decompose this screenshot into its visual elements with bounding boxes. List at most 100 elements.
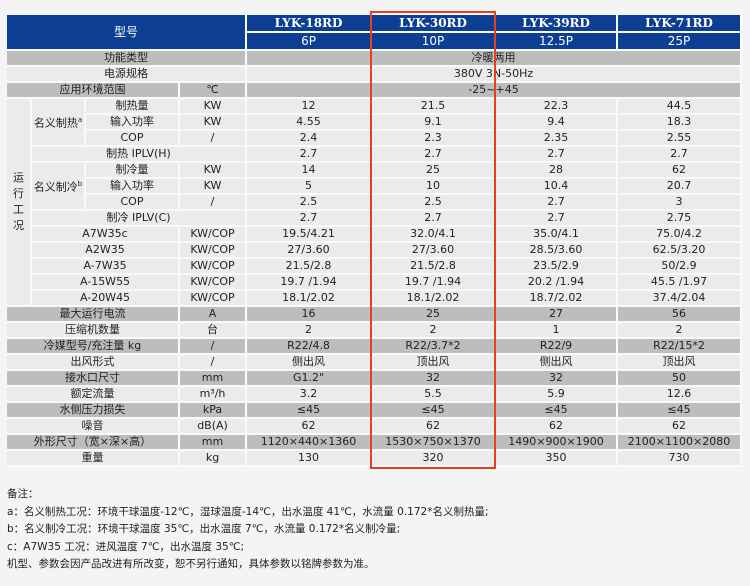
row-unit: KW [180, 99, 248, 115]
row-value: R22/15*2 [618, 339, 743, 355]
row-value: 9.1 [372, 115, 497, 131]
row-value: 22.3 [496, 99, 619, 115]
row-value: 62 [247, 419, 373, 435]
row-value: 2.7 [496, 147, 619, 163]
row-value: 50/2.9 [618, 259, 743, 275]
row-value: 2.4 [247, 131, 373, 147]
table-row: A7W35c KW/COP 19.5/4.21 32.0/4.1 35.0/4.1 75.… [7, 227, 743, 243]
row-unit: KW/COP [180, 227, 248, 243]
row-value: 18.1/2.02 [247, 291, 373, 307]
row-unit: kPa [180, 403, 248, 419]
row-value: 730 [618, 451, 743, 467]
row-unit: / [180, 355, 248, 371]
row-value: 顶出风 [618, 355, 743, 371]
row-label: 外形尺寸（宽×深×高） [7, 435, 180, 451]
row-value: ≤45 [247, 403, 373, 419]
row-unit: KW [180, 163, 248, 179]
row-unit: m³/h [180, 387, 248, 403]
row-label: 制冷 IPLV(C) [32, 211, 248, 227]
row-label: 出风形式 [7, 355, 180, 371]
table-row: 接水口尺寸 mm G1.2" 32 32 50 [7, 371, 743, 387]
row-unit: KW/COP [180, 243, 248, 259]
row-value: 2 [618, 323, 743, 339]
group-label-text: 名义制冷 [33, 180, 78, 194]
table-row: 名义制冷b 制冷量 KW 14 25 28 62 [7, 163, 743, 211]
row-value: 2.7 [372, 211, 497, 227]
table-row: 水侧压力损失 kPa ≤45 ≤45 ≤45 ≤45 [7, 403, 743, 419]
row-value: 2.35 [496, 131, 619, 147]
row-value: 1 [496, 323, 619, 339]
row-value: 2100×1100×2080 [618, 435, 743, 451]
row-value: 35.0/4.1 [496, 227, 619, 243]
row-value: 2 [247, 323, 373, 339]
row-label: COP [86, 131, 180, 147]
row-value: 2.7 [496, 195, 619, 211]
group-operating-label: 运行工况 [7, 99, 32, 307]
row-value: 2.3 [372, 131, 497, 147]
note-line: a：名义制热工况：环境干球温度-12℃，湿球温度-14℃，出水温度 41℃，水流… [7, 505, 489, 518]
table-row: A-7W35 KW/COP 21.5/2.8 21.5/2.8 23.5/2.9 50/2… [7, 259, 743, 275]
row-value: 侧出风 [496, 355, 619, 371]
table-row: A2W35 KW/COP 27/3.60 27/3.60 28.5/3.60 62.5/3… [7, 243, 743, 259]
row-value: 2.55 [618, 131, 743, 147]
row-label: 冷媒型号/充注量 kg [7, 339, 180, 355]
row-unit: mm [180, 435, 248, 451]
row-unit: KW [180, 115, 248, 131]
row-value: 20.2 /1.94 [496, 275, 619, 291]
table-row: 输入功率 KW 4.55 9.1 9.4 18.3 [7, 115, 743, 131]
group-label-text: 名义制热 [33, 116, 78, 130]
model-hp: 6P [247, 33, 373, 51]
row-value: 2.7 [372, 147, 497, 163]
row-label: 应用环境范围 [7, 83, 180, 99]
row-value: 25 [372, 163, 497, 179]
model-name: LYK-30RD [372, 15, 497, 33]
row-value: 侧出风 [247, 355, 373, 371]
row-label: 输入功率 [86, 179, 180, 195]
row-label: A-20W45 [32, 291, 180, 307]
row-value: 12 [247, 99, 373, 115]
spec-table: 型号 LYK-18RD LYK-30RD LYK-39RD LYK-71RD 6… [7, 15, 743, 467]
row-unit: / [180, 339, 248, 355]
model-hp: 10P [372, 33, 497, 51]
row-value: 4.55 [247, 115, 373, 131]
row-value: 50 [618, 371, 743, 387]
row-value: 62 [618, 419, 743, 435]
row-value: -25~+45 [247, 83, 743, 99]
header-label: 型号 [7, 15, 248, 51]
row-label: 功能类型 [7, 51, 248, 67]
row-value: 350 [496, 451, 619, 467]
model-hp: 25P [618, 33, 743, 51]
row-label: 制热量 [86, 99, 180, 115]
row-value: 380V 3N-50Hz [247, 67, 743, 83]
table-row: 运行工况 名义制热a 制热量 KW 12 21.5 22.3 44.5 [7, 99, 743, 307]
row-value: 45.5 /1.97 [618, 275, 743, 291]
header-row-hp: 6P 10P 12.5P 25P [7, 33, 743, 51]
model-name: LYK-18RD [247, 15, 373, 33]
notes-title: 备注： [7, 488, 39, 500]
row-value: R22/9 [496, 339, 619, 355]
row-value: 21.5/2.8 [247, 259, 373, 275]
row-value: 56 [618, 307, 743, 323]
row-value: ≤45 [372, 403, 497, 419]
row-value: 62 [618, 163, 743, 179]
row-unit: KW/COP [180, 275, 248, 291]
row-value: R22/3.7*2 [372, 339, 497, 355]
note-line: b：名义制冷工况：环境干球温度 35℃，出水温度 7℃，水流量 0.172*名义… [7, 523, 401, 535]
group-label: 名义制热a [32, 99, 86, 147]
row-unit: kg [180, 451, 248, 467]
row-value: 130 [247, 451, 373, 467]
row-value: 3 [618, 195, 743, 211]
row-value: 14 [247, 163, 373, 179]
row-label: 输入功率 [86, 115, 180, 131]
row-label: A-7W35 [32, 259, 180, 275]
table-row: 最大运行电流 A 16 25 27 56 [7, 307, 743, 323]
row-value: 27/3.60 [372, 243, 497, 259]
row-value: 19.7 /1.94 [247, 275, 373, 291]
row-label: 接水口尺寸 [7, 371, 180, 387]
row-value: 28 [496, 163, 619, 179]
row-value: 10 [372, 179, 497, 195]
model-hp: 12.5P [496, 33, 619, 51]
row-label: A7W35c [32, 227, 180, 243]
model-name: LYK-71RD [618, 15, 743, 33]
row-unit: 台 [180, 323, 248, 339]
